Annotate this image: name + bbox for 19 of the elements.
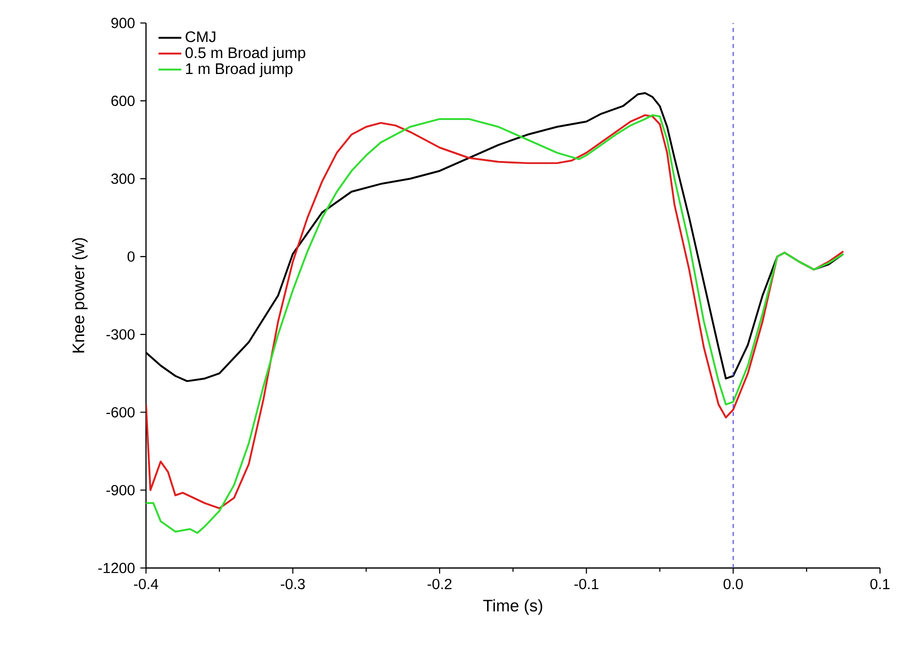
x-tick-label: 0.1 [870,578,890,590]
y-tick-label: 300 [111,174,135,184]
y-tick-label: 600 [111,96,135,106]
x-axis-title: Time (s) [483,599,542,615]
y-tick-label: -900 [106,484,135,496]
x-tick-label: -0.4 [134,578,158,590]
legend-label: CMJ [186,31,216,42]
x-tick-label: 0.0 [724,578,743,590]
y-tick-label: -300 [106,329,135,340]
y-tick-label: -600 [106,407,135,418]
x-tick-label: -0.3 [280,578,305,590]
y-tick-label: 0 [128,251,135,262]
y-tick-label: 900 [111,18,135,28]
x-tick-label: -0.1 [574,578,598,590]
legend-label: 0.5 m Broad jump [186,46,306,62]
x-tick-label: -0.2 [428,578,452,590]
y-axis-title: Knee power (w) [72,238,88,352]
y-tick-label: -1200 [98,562,135,574]
legend-label: 1 m Broad jump [186,62,292,78]
